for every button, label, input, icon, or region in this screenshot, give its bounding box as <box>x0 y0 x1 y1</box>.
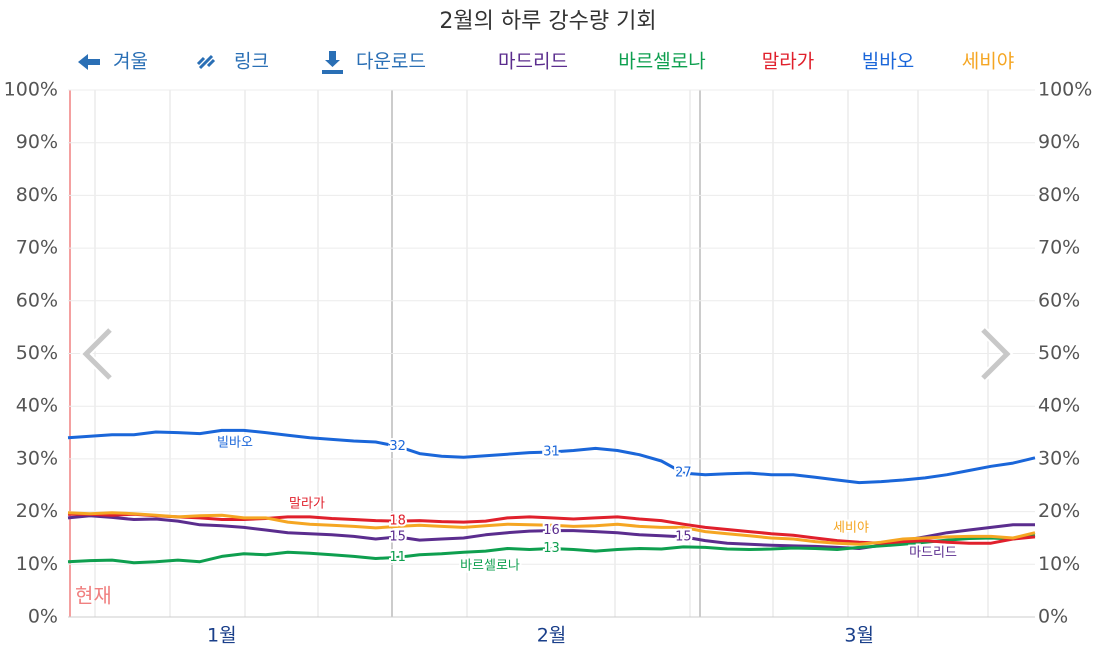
y-tick-label-right: 40% <box>1038 395 1080 417</box>
legend-entry[interactable]: 말라가 <box>762 51 814 73</box>
series-label: 세비야 <box>833 521 869 536</box>
y-tick-label: 10% <box>16 553 58 575</box>
y-tick-label: 70% <box>16 237 58 259</box>
y-tick-label-right: 70% <box>1038 237 1080 259</box>
y-tick-label: 60% <box>16 289 58 311</box>
value-label: 18 <box>389 514 406 529</box>
value-label: 15 <box>389 529 406 544</box>
back-button[interactable]: 겨울 <box>78 51 148 73</box>
download-button[interactable]: 다운로드 <box>322 51 426 75</box>
link-icon <box>196 54 216 70</box>
value-label: 15 <box>675 529 692 544</box>
value-label: 32 <box>389 439 406 454</box>
y-tick-label: 50% <box>16 342 58 364</box>
y-tick-label: 90% <box>16 131 58 153</box>
series-label: 말라가 <box>289 497 325 512</box>
y-tick-label-right: 10% <box>1038 553 1080 575</box>
value-label: 31 <box>543 445 560 460</box>
y-tick-label-right: 50% <box>1038 342 1080 364</box>
value-label: 13 <box>543 541 560 556</box>
prev-arrow[interactable] <box>82 328 112 380</box>
legend-entry[interactable]: 바르셀로나 <box>618 51 705 73</box>
y-tick-label-right: 0% <box>1038 606 1068 628</box>
series-line <box>67 428 1036 485</box>
y-tick-label: 20% <box>16 500 58 522</box>
y-tick-label-right: 100% <box>1038 79 1092 101</box>
y-tick-label: 80% <box>16 184 58 206</box>
legend-entry[interactable]: 마드리드 <box>498 51 568 73</box>
y-tick-label-right: 20% <box>1038 500 1080 522</box>
next-arrow[interactable] <box>981 328 1011 380</box>
now-annotation: 현재 <box>75 584 112 608</box>
series-line <box>67 511 1036 546</box>
download-icon <box>322 51 343 74</box>
x-tick-label: 3월 <box>844 625 874 647</box>
legend-entry[interactable]: 빌바오 <box>862 51 914 73</box>
download-label: 다운로드 <box>356 51 426 73</box>
series-line <box>67 533 1036 565</box>
back-icon <box>78 54 100 70</box>
x-tick-label: 2월 <box>537 625 567 647</box>
y-tick-label-right: 30% <box>1038 447 1080 469</box>
y-tick-label-right: 80% <box>1038 184 1080 206</box>
y-tick-label: 30% <box>16 447 58 469</box>
x-tick-label: 1월 <box>207 625 237 647</box>
y-tick-label-right: 90% <box>1038 131 1080 153</box>
link-button[interactable]: 링크 <box>196 51 269 73</box>
toolbar: 겨울 링크 다운로드 <box>78 51 426 75</box>
series-label: 빌바오 <box>217 436 253 451</box>
legend-entry[interactable]: 세비야 <box>962 51 1014 73</box>
value-label: 27 <box>675 466 692 481</box>
chart-title: 2월의 하루 강수량 기회 <box>439 9 656 34</box>
y-tick-label-right: 60% <box>1038 289 1080 311</box>
link-label: 링크 <box>234 51 269 73</box>
y-tick-label: 100% <box>4 79 58 101</box>
y-tick-label: 40% <box>16 395 58 417</box>
back-label: 겨울 <box>113 51 148 73</box>
value-label: 16 <box>543 523 560 538</box>
series-label: 바르셀로나 <box>460 559 520 574</box>
value-label: 11 <box>389 550 406 565</box>
plot <box>67 89 1036 618</box>
y-tick-label: 0% <box>28 606 58 628</box>
series-label: 마드리드 <box>909 546 957 561</box>
